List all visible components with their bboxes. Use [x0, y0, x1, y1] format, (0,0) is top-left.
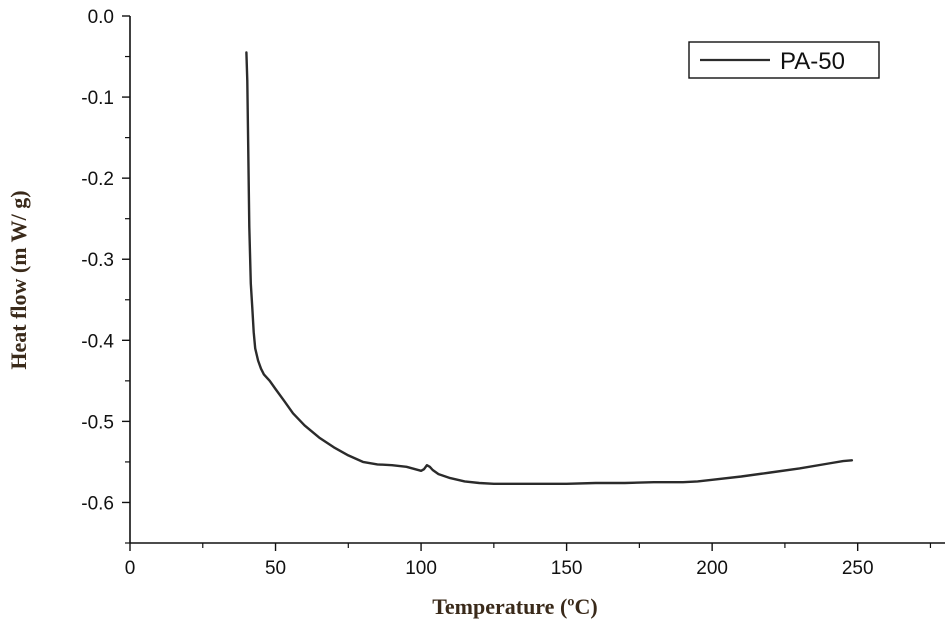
- axes: [129, 16, 945, 544]
- y-tick-label: -0.4: [81, 331, 114, 352]
- x-tick-label: 200: [696, 558, 728, 579]
- x-axis-ticks: 0 50 100 150 200 250: [125, 543, 932, 579]
- x-tick-label: 100: [405, 558, 437, 579]
- y-axis-ticks: 0.0 -0.1 -0.2 -0.3 -0.4 -0.5 -0.6: [81, 7, 130, 544]
- y-tick-label: -0.6: [81, 493, 114, 514]
- series-layer: [245, 51, 854, 485]
- y-tick-label: -0.1: [81, 88, 114, 109]
- y-axis-title: Heat flow (m W/ g): [6, 190, 31, 369]
- x-tick-label: 50: [265, 558, 286, 579]
- y-tick-label: -0.2: [81, 169, 114, 190]
- y-tick-label: 0.0: [88, 7, 114, 28]
- legend-label-pa-50: PA-50: [780, 48, 845, 75]
- x-tick-label: 0: [125, 558, 136, 579]
- y-tick-label: -0.3: [81, 250, 114, 271]
- x-tick-label: 150: [551, 558, 583, 579]
- y-tick-label: -0.5: [81, 412, 114, 433]
- x-tick-label: 250: [842, 558, 874, 579]
- x-axis-title: Temperature (ºC): [432, 594, 598, 619]
- legend: PA-50: [688, 41, 880, 79]
- series-line-pa-50: [245, 51, 854, 485]
